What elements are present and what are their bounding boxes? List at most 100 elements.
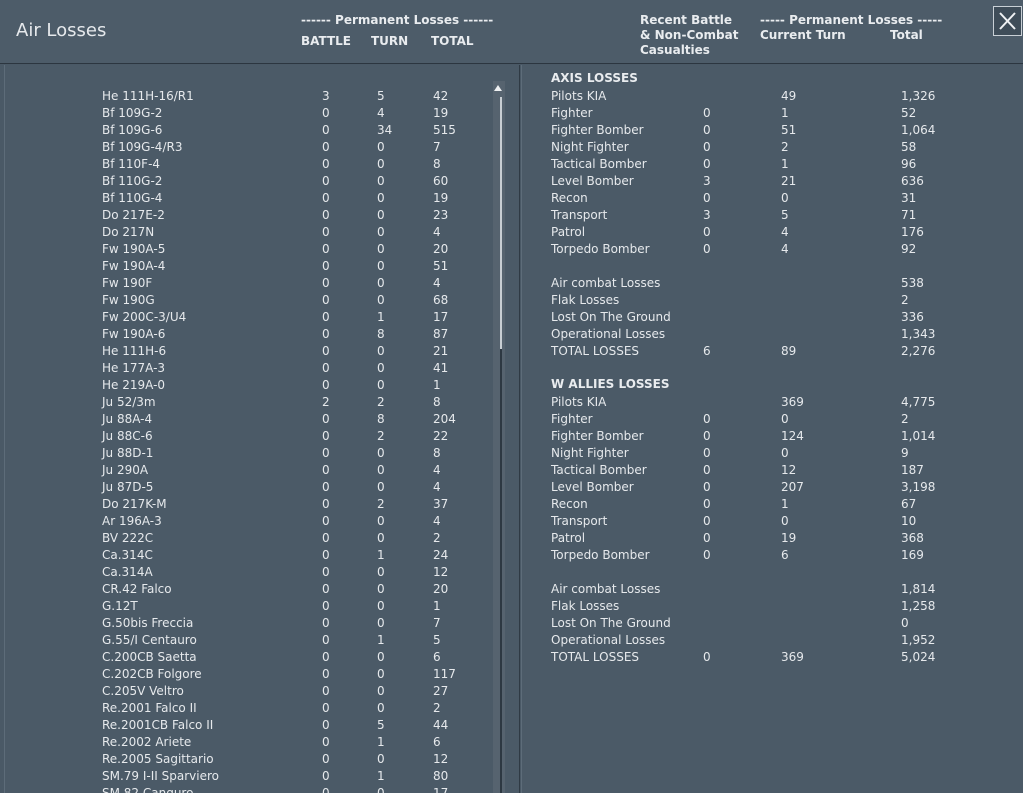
aircraft-name: Ju 88D-1 [102, 446, 154, 460]
turn-losses: 0 [377, 531, 385, 545]
current-turn: 21 [781, 174, 797, 188]
total: 9 [901, 446, 909, 460]
scrollbar[interactable] [493, 81, 505, 793]
scroll-thumb[interactable] [500, 97, 502, 349]
total: 176 [901, 225, 924, 239]
current-turn: 4 [781, 242, 789, 256]
row-label: Torpedo Bomber [551, 548, 650, 562]
recent-losses: 6 [703, 344, 711, 358]
recent-losses: 0 [703, 514, 711, 528]
total-losses: 44 [433, 718, 449, 732]
turn-losses: 0 [377, 684, 385, 698]
battle-losses: 0 [322, 412, 330, 426]
column-header: & Non-Combat [640, 28, 739, 42]
turn-losses: 0 [377, 225, 385, 239]
recent-losses: 0 [703, 429, 711, 443]
row-label: Operational Losses [551, 327, 666, 341]
battle-losses: 0 [322, 157, 330, 171]
column-header: BATTLE [301, 34, 351, 48]
total-losses: 4 [433, 463, 441, 477]
current-turn: 6 [781, 548, 789, 562]
total-losses: 2 [433, 531, 441, 545]
total-losses: 51 [433, 259, 449, 273]
total-losses: 1 [433, 378, 441, 392]
aircraft-name: He 219A-0 [102, 378, 166, 392]
total: 336 [901, 310, 924, 324]
total-losses: 20 [433, 582, 449, 596]
total-losses: 22 [433, 429, 449, 443]
column-header: Current Turn [760, 28, 846, 42]
total: 187 [901, 463, 924, 477]
row-label: Tactical Bomber [551, 157, 647, 171]
recent-losses: 0 [703, 412, 711, 426]
column-header: TURN [371, 34, 409, 48]
total-losses: 12 [433, 565, 449, 579]
current-turn: 369 [781, 395, 804, 409]
total: 1,952 [901, 633, 936, 647]
row-label: Tactical Bomber [551, 463, 647, 477]
aircraft-name: Bf 109G-6 [102, 123, 163, 137]
aircraft-list: He 111H-16/R1 3 5 42 Bf 109G-2 0 4 19 Bf 109G-6 0… [4, 65, 520, 793]
summary-panel: AXIS LOSSES Pilots KIA 49 1,326 Fighter 0 1 52 F… [521, 65, 1023, 793]
total-losses: 8 [433, 395, 441, 409]
total-losses: 8 [433, 157, 441, 171]
total: 3,198 [901, 480, 936, 494]
battle-losses: 0 [322, 106, 330, 120]
total-losses: 24 [433, 548, 449, 562]
total: 71 [901, 208, 917, 222]
total-losses: 17 [433, 310, 449, 324]
right-caption: ----- Permanent Losses ----- [760, 13, 943, 27]
battle-losses: 0 [322, 361, 330, 375]
turn-losses: 0 [377, 565, 385, 579]
turn-losses: 4 [377, 106, 385, 120]
battle-losses: 0 [322, 514, 330, 528]
battle-losses: 0 [322, 123, 330, 137]
turn-losses: 0 [377, 361, 385, 375]
aircraft-name: C.202CB Folgore [102, 667, 202, 681]
section-title: AXIS LOSSES [551, 71, 638, 85]
aircraft-name: Ca.314C [102, 548, 153, 562]
total: 538 [901, 276, 924, 290]
total-losses: 117 [433, 667, 456, 681]
battle-losses: 0 [322, 259, 330, 273]
close-button[interactable] [993, 6, 1022, 36]
total: 169 [901, 548, 924, 562]
total-losses: 60 [433, 174, 449, 188]
current-turn: 1 [781, 157, 789, 171]
battle-losses: 0 [322, 446, 330, 460]
turn-losses: 0 [377, 378, 385, 392]
current-turn: 1 [781, 497, 789, 511]
aircraft-name: G.12T [102, 599, 138, 613]
row-label: Fighter Bomber [551, 123, 644, 137]
turn-losses: 0 [377, 752, 385, 766]
aircraft-name: Do 217E-2 [102, 208, 165, 222]
total: 1,064 [901, 123, 936, 137]
column-header: TOTAL [431, 34, 474, 48]
row-label: Night Fighter [551, 446, 629, 460]
turn-losses: 8 [377, 412, 385, 426]
turn-losses: 0 [377, 701, 385, 715]
row-label: Night Fighter [551, 140, 629, 154]
row-label: Fighter Bomber [551, 429, 644, 443]
turn-losses: 0 [377, 157, 385, 171]
total-losses: 204 [433, 412, 456, 426]
current-turn: 207 [781, 480, 804, 494]
current-turn: 12 [781, 463, 797, 477]
aircraft-name: Fw 200C-3/U4 [102, 310, 187, 324]
battle-losses: 0 [322, 480, 330, 494]
scroll-up-arrow[interactable] [491, 82, 505, 94]
turn-losses: 0 [377, 344, 385, 358]
battle-losses: 0 [322, 769, 330, 783]
total-losses: 68 [433, 293, 449, 307]
current-turn: 369 [781, 650, 804, 664]
aircraft-name: Bf 109G-4/R3 [102, 140, 183, 154]
total-losses: 19 [433, 106, 449, 120]
total: 5,024 [901, 650, 936, 664]
turn-losses: 0 [377, 599, 385, 613]
battle-losses: 0 [322, 565, 330, 579]
turn-losses: 0 [377, 446, 385, 460]
aircraft-name: He 111H-6 [102, 344, 167, 358]
row-label: Operational Losses [551, 633, 666, 647]
total-losses: 41 [433, 361, 449, 375]
total: 1,326 [901, 89, 936, 103]
